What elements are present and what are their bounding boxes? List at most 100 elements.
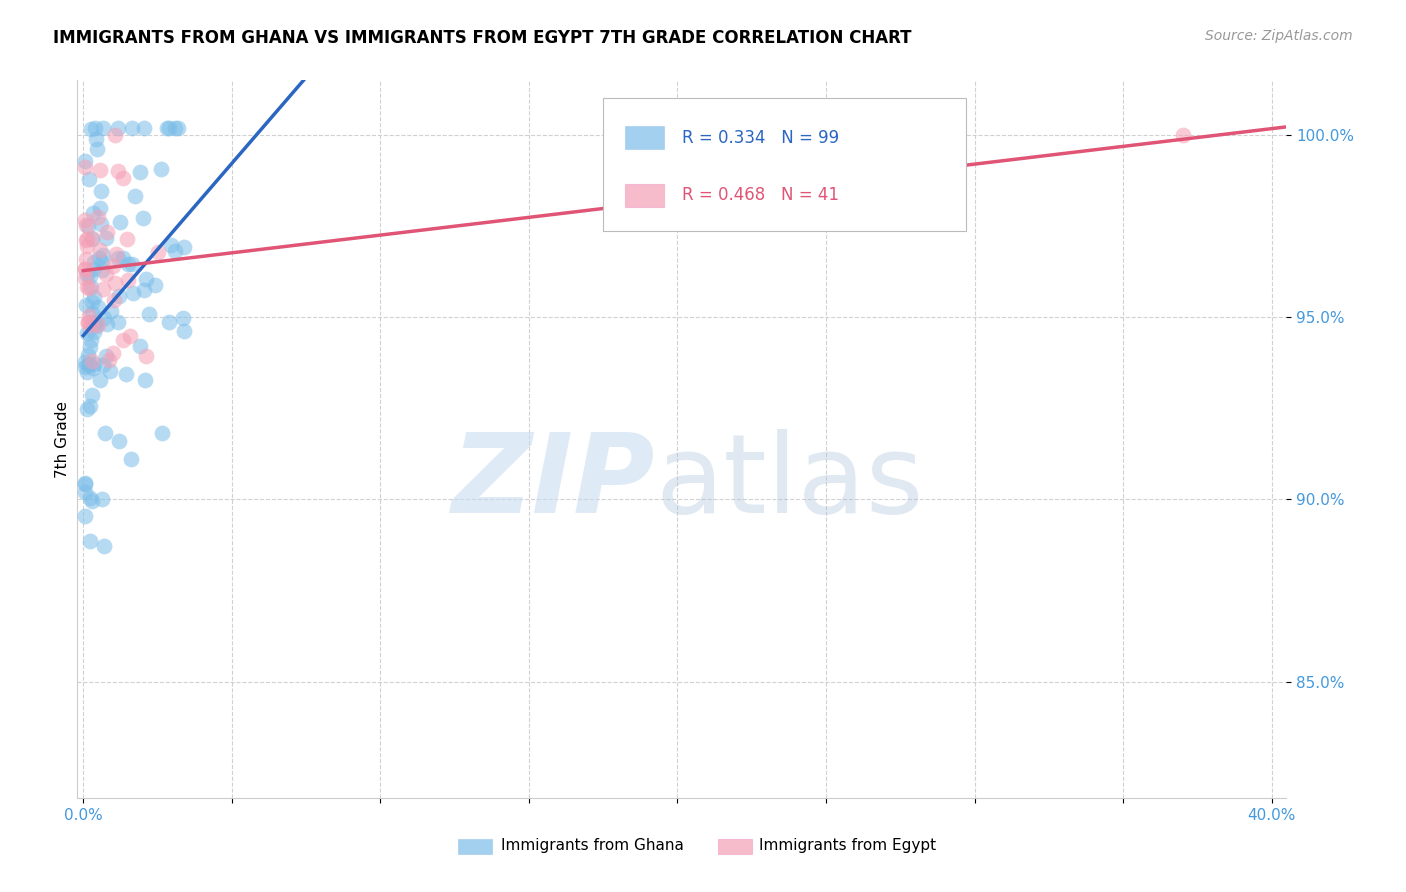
- Point: [76, 401, 98, 416]
- Point: [82, 353, 104, 368]
- Point: [73, 485, 96, 500]
- Point: [150, 161, 173, 176]
- Point: [83, 326, 105, 340]
- Point: [118, 328, 141, 343]
- Point: [77, 309, 100, 323]
- Point: [107, 252, 129, 266]
- Point: [94, 426, 117, 441]
- Point: [89, 251, 111, 265]
- Point: [76, 238, 98, 252]
- Point: [73, 213, 96, 227]
- Point: [76, 316, 98, 330]
- Point: [165, 244, 187, 258]
- Point: [117, 257, 139, 271]
- Point: [84, 131, 107, 145]
- Point: [96, 317, 118, 331]
- Point: [108, 289, 131, 303]
- Point: [108, 434, 131, 448]
- Point: [107, 164, 129, 178]
- Point: [82, 206, 104, 220]
- Point: [1171, 128, 1194, 142]
- Point: [89, 243, 111, 257]
- Point: [77, 172, 100, 186]
- Point: [80, 294, 103, 309]
- Bar: [458, 838, 492, 855]
- Point: [75, 233, 97, 247]
- Point: [93, 358, 115, 372]
- Point: [143, 278, 166, 293]
- Point: [121, 257, 143, 271]
- Point: [90, 218, 112, 232]
- Point: [83, 315, 105, 329]
- FancyBboxPatch shape: [626, 127, 664, 149]
- Point: [73, 261, 96, 276]
- Point: [93, 310, 115, 325]
- Point: [77, 348, 100, 362]
- Point: [86, 142, 108, 156]
- Point: [75, 218, 97, 232]
- Point: [76, 268, 98, 282]
- Point: [160, 238, 183, 252]
- Text: R = 0.334   N = 99: R = 0.334 N = 99: [682, 128, 839, 146]
- Point: [77, 219, 100, 233]
- Point: [121, 120, 143, 135]
- Point: [111, 333, 134, 347]
- Point: [84, 120, 107, 135]
- Point: [82, 494, 104, 508]
- Point: [117, 273, 139, 287]
- Point: [75, 476, 97, 491]
- Point: [82, 262, 104, 277]
- Point: [150, 426, 173, 441]
- Point: [107, 315, 129, 329]
- Point: [96, 225, 118, 239]
- Point: [122, 286, 145, 301]
- Text: R = 0.468   N = 41: R = 0.468 N = 41: [682, 186, 839, 204]
- Point: [91, 282, 114, 296]
- Point: [79, 340, 101, 354]
- Point: [73, 508, 96, 523]
- Point: [77, 281, 100, 295]
- Point: [129, 339, 152, 353]
- Point: [157, 316, 180, 330]
- Point: [103, 293, 125, 308]
- Point: [93, 539, 115, 553]
- Point: [135, 271, 157, 285]
- Point: [77, 358, 100, 372]
- Point: [80, 315, 103, 329]
- Point: [101, 346, 124, 360]
- Point: [84, 319, 107, 334]
- Point: [79, 357, 101, 371]
- Text: IMMIGRANTS FROM GHANA VS IMMIGRANTS FROM EGYPT 7TH GRADE CORRELATION CHART: IMMIGRANTS FROM GHANA VS IMMIGRANTS FROM…: [53, 29, 912, 47]
- Point: [135, 350, 157, 364]
- Point: [138, 307, 160, 321]
- Point: [80, 318, 103, 332]
- Point: [94, 349, 117, 363]
- Point: [124, 188, 146, 202]
- Point: [132, 283, 155, 297]
- Point: [87, 318, 110, 332]
- Text: Immigrants from Egypt: Immigrants from Egypt: [759, 838, 936, 853]
- Point: [83, 317, 105, 331]
- Point: [87, 300, 110, 314]
- Bar: [718, 838, 752, 855]
- Point: [83, 254, 105, 268]
- Point: [79, 491, 101, 505]
- Point: [98, 363, 121, 377]
- Point: [104, 128, 127, 143]
- Point: [146, 244, 169, 259]
- Text: Source: ZipAtlas.com: Source: ZipAtlas.com: [1205, 29, 1353, 44]
- Point: [110, 215, 132, 229]
- Point: [83, 290, 105, 304]
- Point: [129, 165, 152, 179]
- Point: [101, 260, 124, 274]
- Point: [167, 120, 190, 135]
- Point: [82, 305, 104, 319]
- Point: [76, 315, 98, 329]
- Point: [83, 358, 105, 372]
- Point: [73, 160, 96, 174]
- Text: atlas: atlas: [655, 429, 924, 536]
- Point: [91, 491, 114, 506]
- Point: [90, 184, 112, 198]
- Point: [73, 355, 96, 369]
- Point: [76, 326, 98, 340]
